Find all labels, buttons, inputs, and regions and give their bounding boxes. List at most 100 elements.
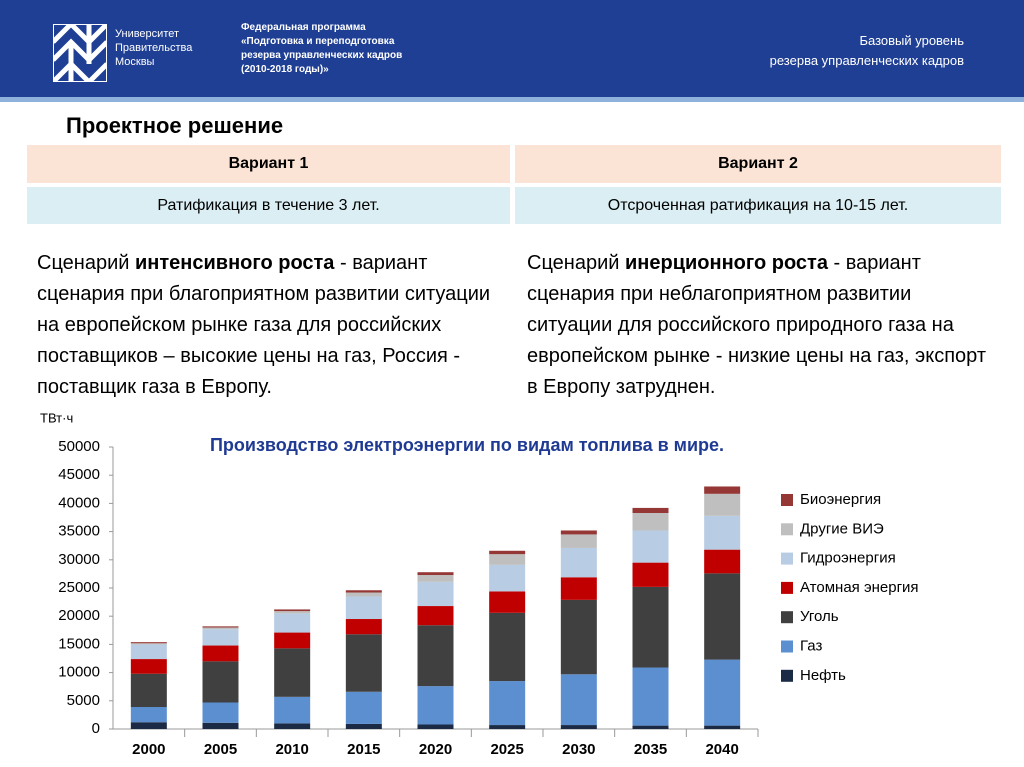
bar-segment: [202, 722, 239, 729]
bar-segment: [274, 632, 311, 649]
bar-segment: [417, 572, 454, 576]
x-tick-label: 2030: [562, 741, 595, 758]
bar-segment: [130, 707, 167, 723]
header-text: Правительства: [115, 42, 193, 54]
header-text: Базовый уровень: [859, 33, 964, 48]
bar-segment: [632, 667, 669, 726]
y-tick-label: 20000: [58, 607, 100, 624]
section-title: Проектное решение: [66, 113, 284, 138]
bar-segment: [704, 486, 741, 494]
header-line: [0, 97, 1024, 102]
header-text: Университет: [115, 28, 180, 40]
table-header: Вариант 2: [515, 145, 1001, 183]
legend-swatch: [781, 581, 793, 594]
bar-segment: [345, 723, 382, 729]
level: Базовый уровень резерва управленческих ка…: [770, 31, 964, 71]
bar-segment: [417, 625, 454, 687]
bar-segment: [130, 643, 167, 645]
bar-segment: [632, 507, 669, 513]
legend-swatch: [781, 552, 793, 565]
legend-swatch: [781, 523, 793, 536]
bar-segment: [704, 659, 741, 726]
bar-segment: [632, 725, 669, 729]
bar-segment: [489, 564, 526, 592]
x-tick-label: 2005: [204, 741, 237, 758]
y-tick-label: 15000: [58, 635, 100, 652]
text: Сценарий: [527, 252, 625, 274]
header-text: (2010-2018 годы)»: [241, 64, 329, 75]
legend-label: Уголь: [800, 608, 839, 625]
chart: ТВт·ч Производство электроэнергии по вид…: [40, 410, 919, 758]
bar-segment: [704, 493, 741, 516]
header-text: Федеральная программа: [241, 22, 366, 33]
legend-label: Гидроэнергия: [800, 550, 896, 567]
bar-segment: [274, 609, 311, 612]
scenario-text: Сценарий интенсивного роста - вариант сц…: [37, 248, 512, 403]
x-tick-label: 2010: [275, 741, 308, 758]
bar-segment: [274, 723, 311, 729]
bar-segment: [489, 725, 526, 729]
x-tick-label: 2025: [490, 741, 523, 758]
bar-segment: [345, 619, 382, 635]
bar-segment: [274, 648, 311, 697]
legend-swatch: [781, 611, 793, 624]
x-tick-label: 2020: [419, 741, 452, 758]
bar-segment: [560, 534, 597, 548]
legend-swatch: [781, 494, 793, 506]
bar-segment: [130, 659, 167, 674]
header-text: резерва управленческих кадров: [769, 53, 964, 68]
logo: [53, 24, 107, 82]
program-name: Федеральная программа «Подготовка и переп…: [241, 21, 402, 77]
header: Университет Правительства Москвы Федеральн…: [0, 0, 1024, 97]
bar-segment: [489, 591, 526, 613]
text: Сценарий: [37, 252, 135, 274]
header-text: «Подготовка и переподготовка: [241, 36, 395, 47]
text: - вариант сценария при неблагоприятном р…: [527, 252, 986, 398]
text: - вариант сценария при благоприятном раз…: [37, 252, 491, 398]
bar-segment: [417, 606, 454, 626]
chart-title: Производство электроэнергии по видам топ…: [210, 435, 724, 455]
legend-swatch: [781, 669, 793, 682]
legend-label: Другие ВИЭ: [800, 520, 884, 537]
bar-segment: [202, 702, 239, 723]
y-tick-label: 0: [92, 720, 100, 737]
y-tick-label: 30000: [58, 551, 100, 568]
bar-segment: [489, 550, 526, 555]
bar-segment: [274, 611, 311, 614]
legend-label: Биоэнергия: [800, 491, 881, 508]
bar-segment: [560, 530, 597, 535]
bar-segment: [202, 626, 239, 628]
bar-segment: [345, 596, 382, 620]
bar-segment: [632, 512, 669, 531]
table-cell: Отсроченная ратификация на 10-15 лет.: [515, 187, 1001, 224]
bar-segment: [560, 725, 597, 729]
bar-segment: [632, 586, 669, 668]
header-text: Москвы: [115, 56, 155, 68]
bar-segment: [632, 530, 669, 563]
bar-segment: [632, 562, 669, 587]
bar-segment: [130, 673, 167, 708]
table-cell: Ратификация в течение 3 лет.: [27, 187, 510, 224]
legend-label: Атомная энергия: [800, 579, 919, 596]
y-tick-label: 35000: [58, 523, 100, 540]
bar-segment: [345, 590, 382, 593]
bar-segment: [560, 577, 597, 600]
bar-segment: [417, 686, 454, 725]
bar-segment: [274, 696, 311, 724]
header-text: резерва управленческих кадров: [241, 50, 403, 61]
y-tick-label: 50000: [58, 438, 100, 455]
bar-segment: [704, 573, 741, 660]
legend-swatch: [781, 640, 793, 653]
x-tick-label: 2015: [347, 741, 380, 758]
bar-segment: [130, 722, 167, 729]
bar-segment: [489, 554, 526, 565]
bar-segment: [489, 612, 526, 682]
bar-segment: [274, 613, 311, 633]
bar-segment: [704, 725, 741, 729]
x-tick-label: 2000: [132, 741, 165, 758]
university-name: Университет Правительства Москвы: [115, 27, 192, 69]
bar-segment: [202, 629, 239, 646]
bar-segment: [202, 645, 239, 662]
legend-label: Нефть: [800, 667, 846, 684]
bar-segment: [489, 681, 526, 726]
